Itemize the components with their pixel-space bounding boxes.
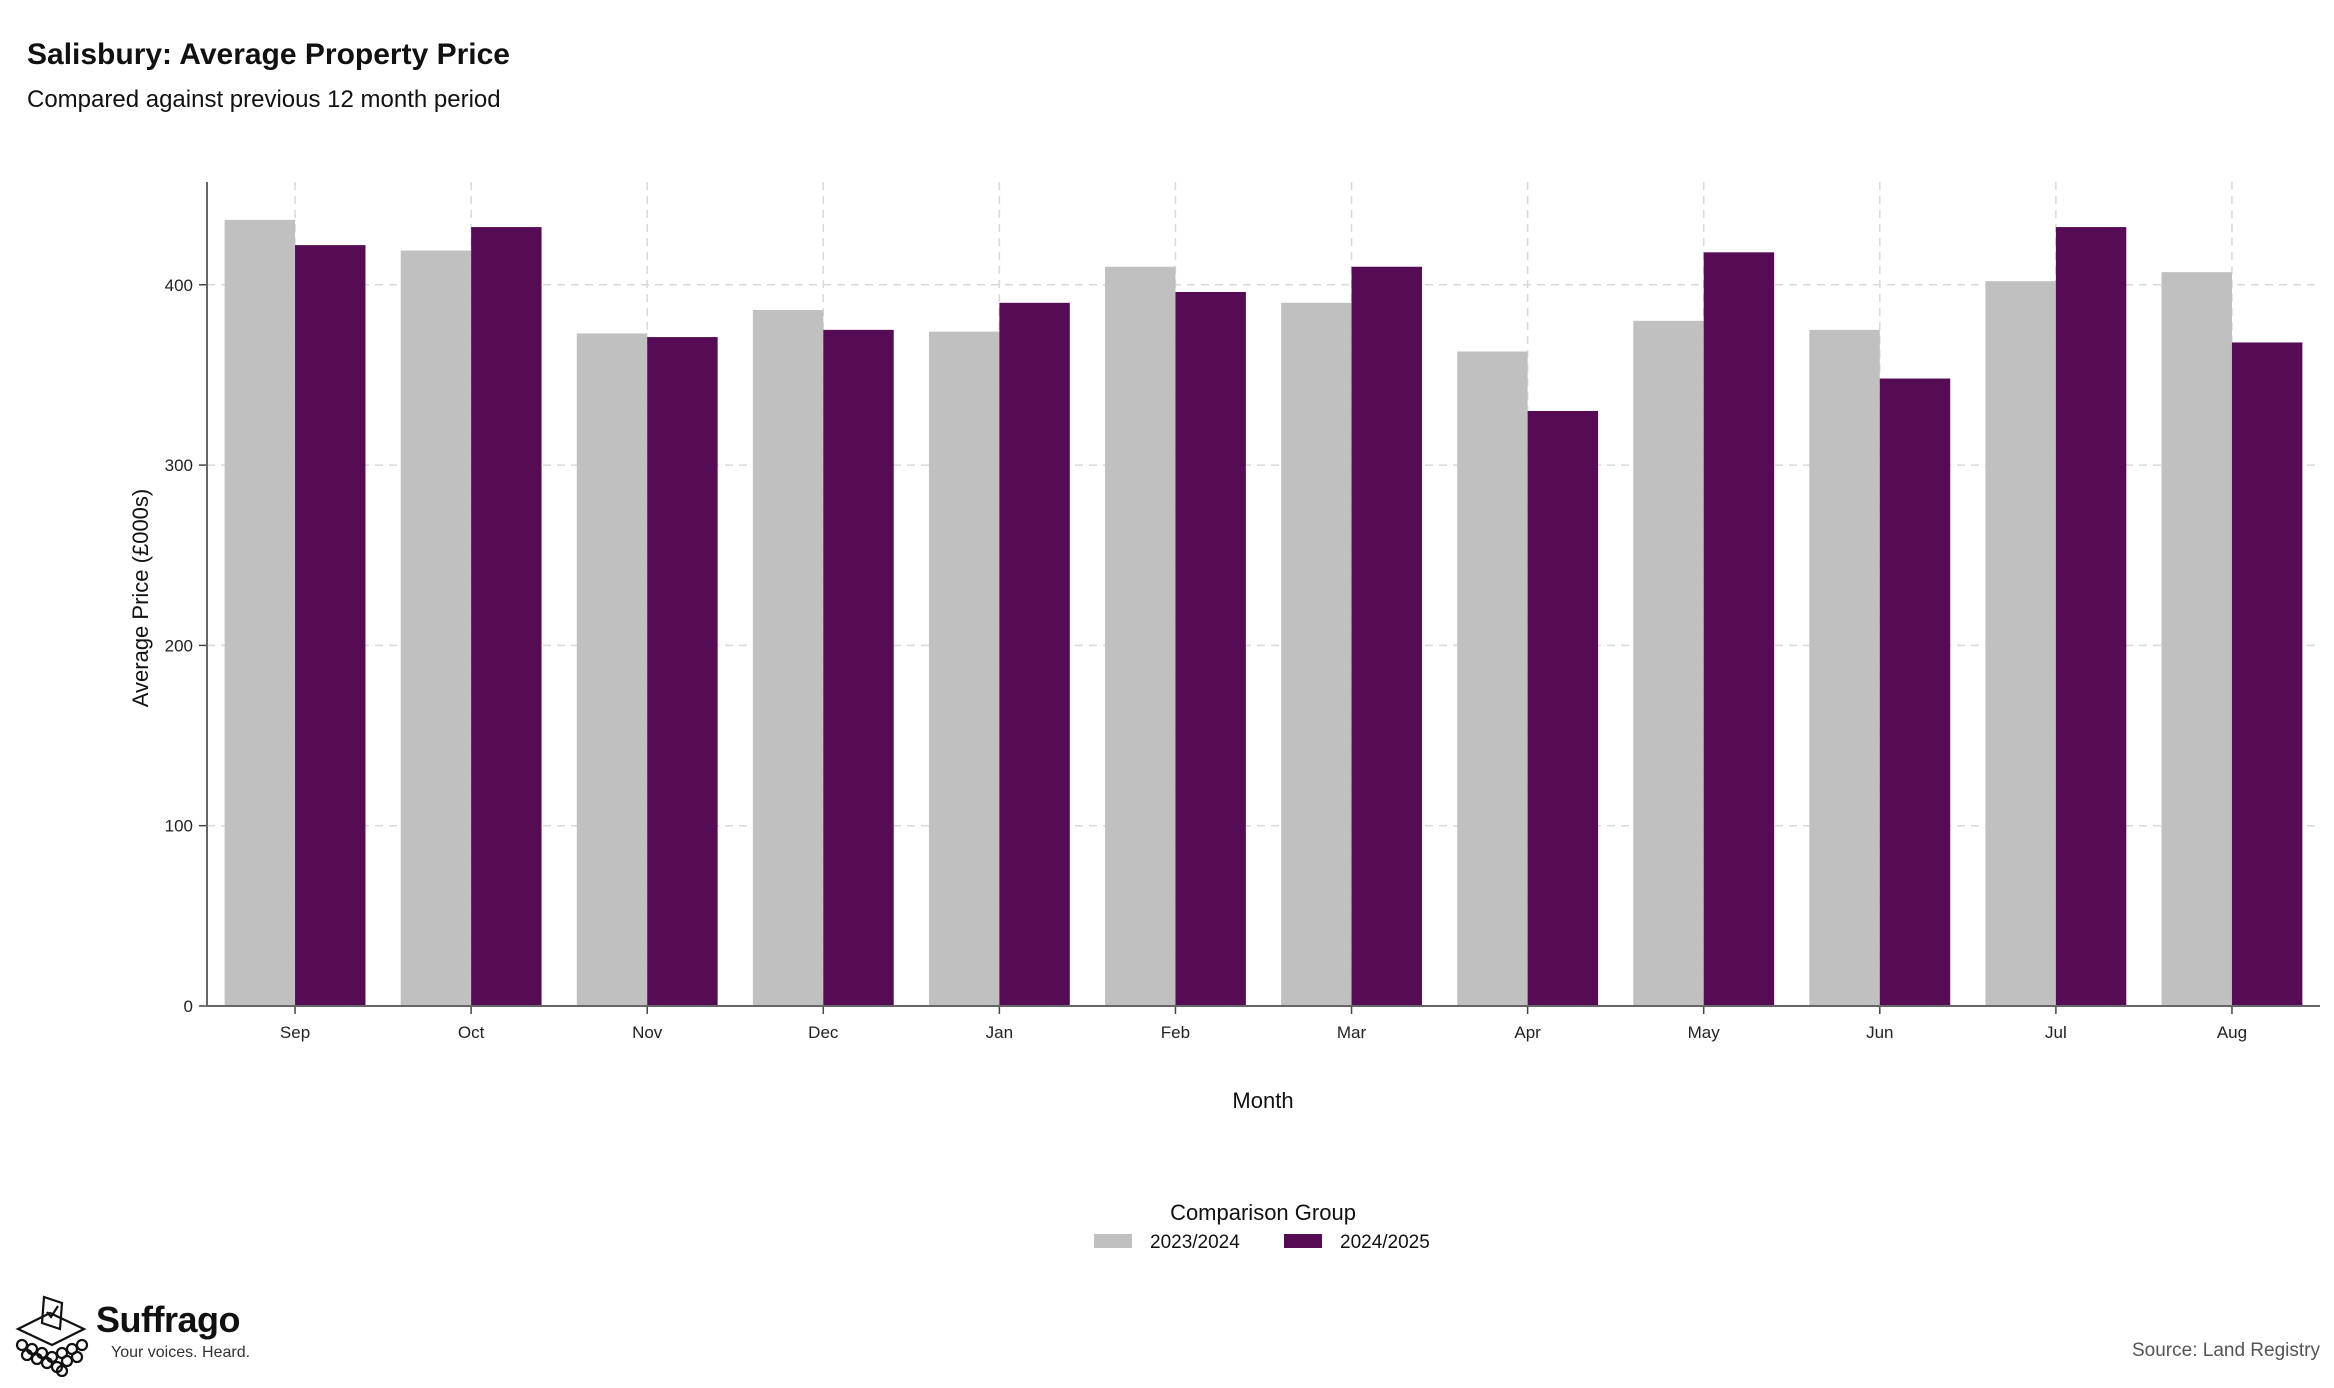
bar-2023-2024-jul bbox=[1985, 281, 2056, 1007]
y-tick-label: 100 bbox=[165, 817, 193, 836]
bar-2024-2025-feb bbox=[1175, 291, 1246, 1006]
y-axis-label: Average Price (£000s) bbox=[128, 489, 153, 708]
x-tick-label: Jan bbox=[986, 1023, 1013, 1042]
bar-2024-2025-oct bbox=[471, 227, 542, 1006]
bar-2024-2025-sep bbox=[295, 245, 366, 1006]
legend: Comparison Group 2023/2024 2024/2025 bbox=[1094, 1200, 1430, 1253]
bar-2024-2025-nov bbox=[647, 337, 718, 1006]
x-tick-label: Mar bbox=[1337, 1023, 1367, 1042]
x-tick-label: Jun bbox=[1866, 1023, 1893, 1042]
y-tick-label: 400 bbox=[165, 276, 193, 295]
legend-swatch-2024-2025 bbox=[1284, 1234, 1322, 1248]
axes: 0 100 200 300 400 Sep Oct Nov Dec Jan Feb Mar Apr May… bbox=[165, 182, 2320, 1042]
x-tick-label: Sep bbox=[280, 1023, 310, 1042]
bar-2023-2024-dec bbox=[752, 310, 824, 1006]
bar-2024-2025-jun bbox=[1879, 378, 1951, 1006]
x-tick-label: May bbox=[1688, 1023, 1721, 1042]
suffrago-logo-icon bbox=[14, 1295, 104, 1382]
bars bbox=[224, 219, 2303, 1007]
x-tick-label: Feb bbox=[1161, 1023, 1190, 1042]
bar-2024-2025-aug bbox=[2231, 342, 2303, 1006]
x-tick-label: Nov bbox=[632, 1023, 663, 1042]
bar-2023-2024-may bbox=[1633, 320, 1704, 1006]
bar-2023-2024-apr bbox=[1457, 351, 1528, 1006]
bar-2023-2024-mar bbox=[1281, 302, 1352, 1006]
bar-2023-2024-aug bbox=[2161, 272, 2232, 1006]
y-tick-label: 0 bbox=[184, 997, 193, 1016]
x-tick-label: Oct bbox=[458, 1023, 485, 1042]
x-tick-label: Jul bbox=[2045, 1023, 2067, 1042]
source-note: Source: Land Registry bbox=[2132, 1340, 2320, 1361]
x-tick-label: Dec bbox=[808, 1023, 839, 1042]
x-tick-label: Aug bbox=[2217, 1023, 2247, 1042]
x-tick-label: Apr bbox=[1514, 1023, 1541, 1042]
chart-subtitle: Compared against previous 12 month perio… bbox=[27, 86, 501, 113]
bar-2023-2024-jan bbox=[928, 331, 1000, 1006]
bar-2024-2025-dec bbox=[823, 329, 894, 1006]
bar-2023-2024-sep bbox=[224, 219, 296, 1007]
y-tick-label: 200 bbox=[165, 636, 193, 655]
chart-title: Salisbury: Average Property Price bbox=[27, 38, 510, 71]
bar-2024-2025-jul bbox=[2055, 227, 2127, 1006]
bar-2023-2024-jun bbox=[1809, 329, 1880, 1006]
brand-tagline: Your voices. Heard. bbox=[111, 1344, 251, 1361]
legend-title: Comparison Group bbox=[1170, 1200, 1356, 1225]
legend-swatch-2023-2024 bbox=[1094, 1234, 1132, 1248]
bar-2023-2024-nov bbox=[576, 333, 648, 1006]
brand-name: Suffrago bbox=[96, 1299, 241, 1340]
legend-label-2023-2024: 2023/2024 bbox=[1150, 1232, 1240, 1253]
legend-label-2024-2025: 2024/2025 bbox=[1340, 1232, 1430, 1253]
bar-2024-2025-mar bbox=[1351, 266, 1422, 1006]
x-axis-label: Month bbox=[1232, 1088, 1293, 1113]
bar-2023-2024-oct bbox=[400, 250, 472, 1006]
bar-2023-2024-feb bbox=[1105, 266, 1176, 1006]
bar-2024-2025-jan bbox=[999, 302, 1070, 1006]
bar-2024-2025-may bbox=[1703, 252, 1775, 1007]
bar-2024-2025-apr bbox=[1527, 410, 1599, 1007]
y-tick-label: 300 bbox=[165, 456, 193, 475]
